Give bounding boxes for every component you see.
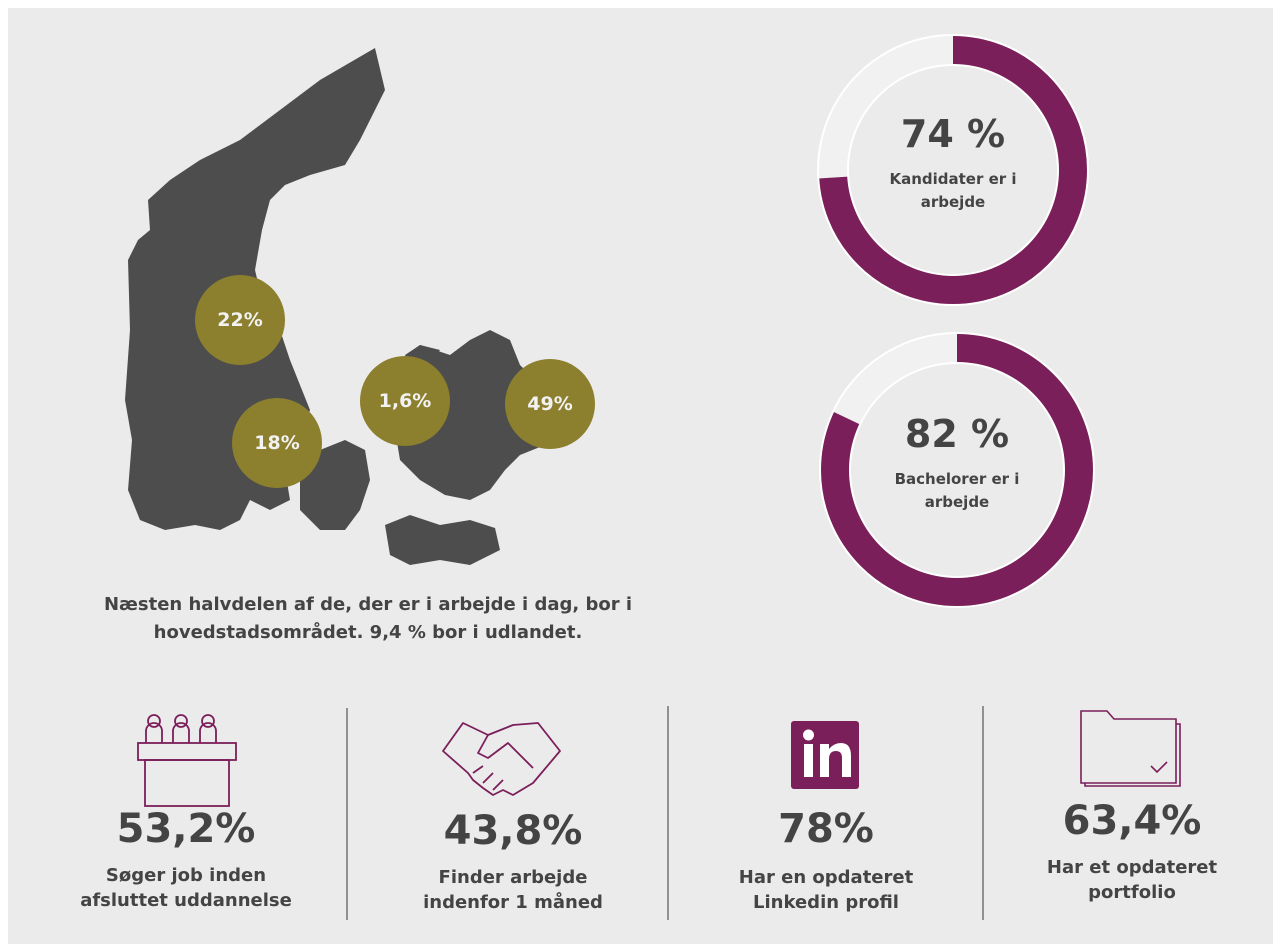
donut-hole xyxy=(847,64,1059,276)
stat-caption: Søger job inden afsluttet uddannelse xyxy=(80,865,292,911)
donut-outline xyxy=(817,34,1089,306)
denmark-map xyxy=(125,48,560,565)
stat-value: 53,2% xyxy=(116,806,256,852)
map-bubbles xyxy=(195,275,595,488)
artwork xyxy=(125,34,1181,920)
bubble xyxy=(360,356,450,446)
stat-caption: Har en opdateret Linkedin profil xyxy=(738,867,914,913)
folder-icon xyxy=(1080,710,1181,787)
donut-caption: Kandidater er i arbejde xyxy=(889,170,1017,211)
stat-value: 63,4% xyxy=(1062,798,1202,844)
donut-value: 74 % xyxy=(900,112,1006,156)
bubble-label: 49% xyxy=(527,393,573,415)
stat-caption: Finder arbejde indenfor 1 måned xyxy=(423,867,603,913)
bubble-label: 18% xyxy=(254,432,300,454)
bubble xyxy=(505,359,595,449)
panel: Næsten halvdelen af de, der er i arbejde… xyxy=(8,8,1273,944)
donut-outline xyxy=(819,332,1095,608)
dividers xyxy=(346,706,984,920)
bubble xyxy=(232,398,322,488)
handshake-icon xyxy=(442,722,561,796)
stat-value: 78% xyxy=(778,806,874,852)
audience-icon xyxy=(137,714,237,807)
bubble-label: 1,6% xyxy=(378,390,432,412)
map-caption: Næsten halvdelen af de, der er i arbejde… xyxy=(103,594,633,643)
linkedin-icon xyxy=(791,721,859,789)
donut-value: 82 % xyxy=(904,412,1010,456)
stat-value: 43,8% xyxy=(443,808,583,854)
stat-caption: Har et opdateret portfolio xyxy=(1046,857,1218,903)
bubble-label: 22% xyxy=(217,309,263,331)
donut-hole xyxy=(849,362,1065,578)
bubble xyxy=(195,275,285,365)
donut-caption: Bachelorer er i arbejde xyxy=(894,470,1020,511)
